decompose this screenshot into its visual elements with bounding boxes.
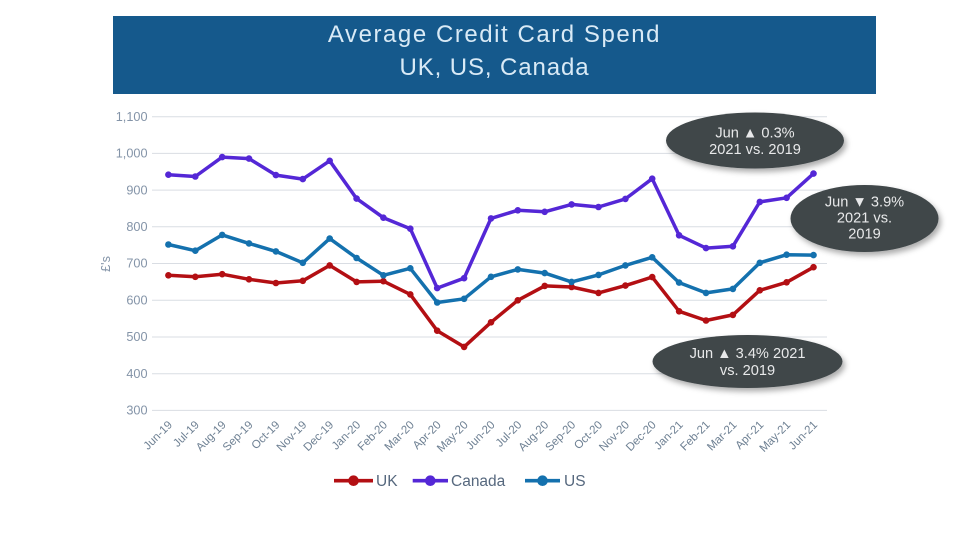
- svg-text:US: US: [564, 473, 586, 490]
- svg-text:Dec-19: Dec-19: [302, 419, 337, 454]
- svg-text:600: 600: [126, 294, 147, 308]
- svg-text:300: 300: [126, 404, 147, 418]
- svg-text:700: 700: [126, 257, 147, 271]
- svg-text:2021 vs.: 2021 vs.: [837, 211, 892, 227]
- svg-text:Jun-20: Jun-20: [464, 419, 497, 452]
- svg-text:Jun ▼ 3.9%: Jun ▼ 3.9%: [825, 195, 904, 211]
- svg-text:1,000: 1,000: [116, 147, 148, 161]
- svg-text:Dec-20: Dec-20: [624, 419, 659, 454]
- svg-text:900: 900: [126, 183, 147, 197]
- svg-text:Sep-20: Sep-20: [544, 419, 579, 454]
- svg-text:UK: UK: [376, 473, 398, 490]
- svg-text:800: 800: [126, 220, 147, 234]
- svg-text:Jun-21: Jun-21: [787, 419, 820, 452]
- svg-text:Canada: Canada: [451, 473, 506, 490]
- svg-text:Jun ▲ 3.4% 2021: Jun ▲ 3.4% 2021: [690, 346, 806, 362]
- svg-text:500: 500: [126, 330, 147, 344]
- svg-text:2019: 2019: [848, 227, 880, 243]
- svg-text:Jun-19: Jun-19: [142, 419, 175, 452]
- svg-text:£'s: £'s: [99, 256, 113, 272]
- svg-text:400: 400: [126, 367, 147, 381]
- svg-text:Mar-20: Mar-20: [383, 419, 417, 453]
- svg-text:Mar-21: Mar-21: [705, 419, 739, 453]
- svg-text:Jun ▲ 0.3%: Jun ▲ 0.3%: [715, 126, 794, 142]
- svg-text:1,100: 1,100: [116, 110, 148, 124]
- svg-text:vs. 2019: vs. 2019: [720, 363, 775, 379]
- svg-text:2021 vs. 2019: 2021 vs. 2019: [709, 142, 801, 158]
- svg-text:Sep-19: Sep-19: [221, 419, 256, 454]
